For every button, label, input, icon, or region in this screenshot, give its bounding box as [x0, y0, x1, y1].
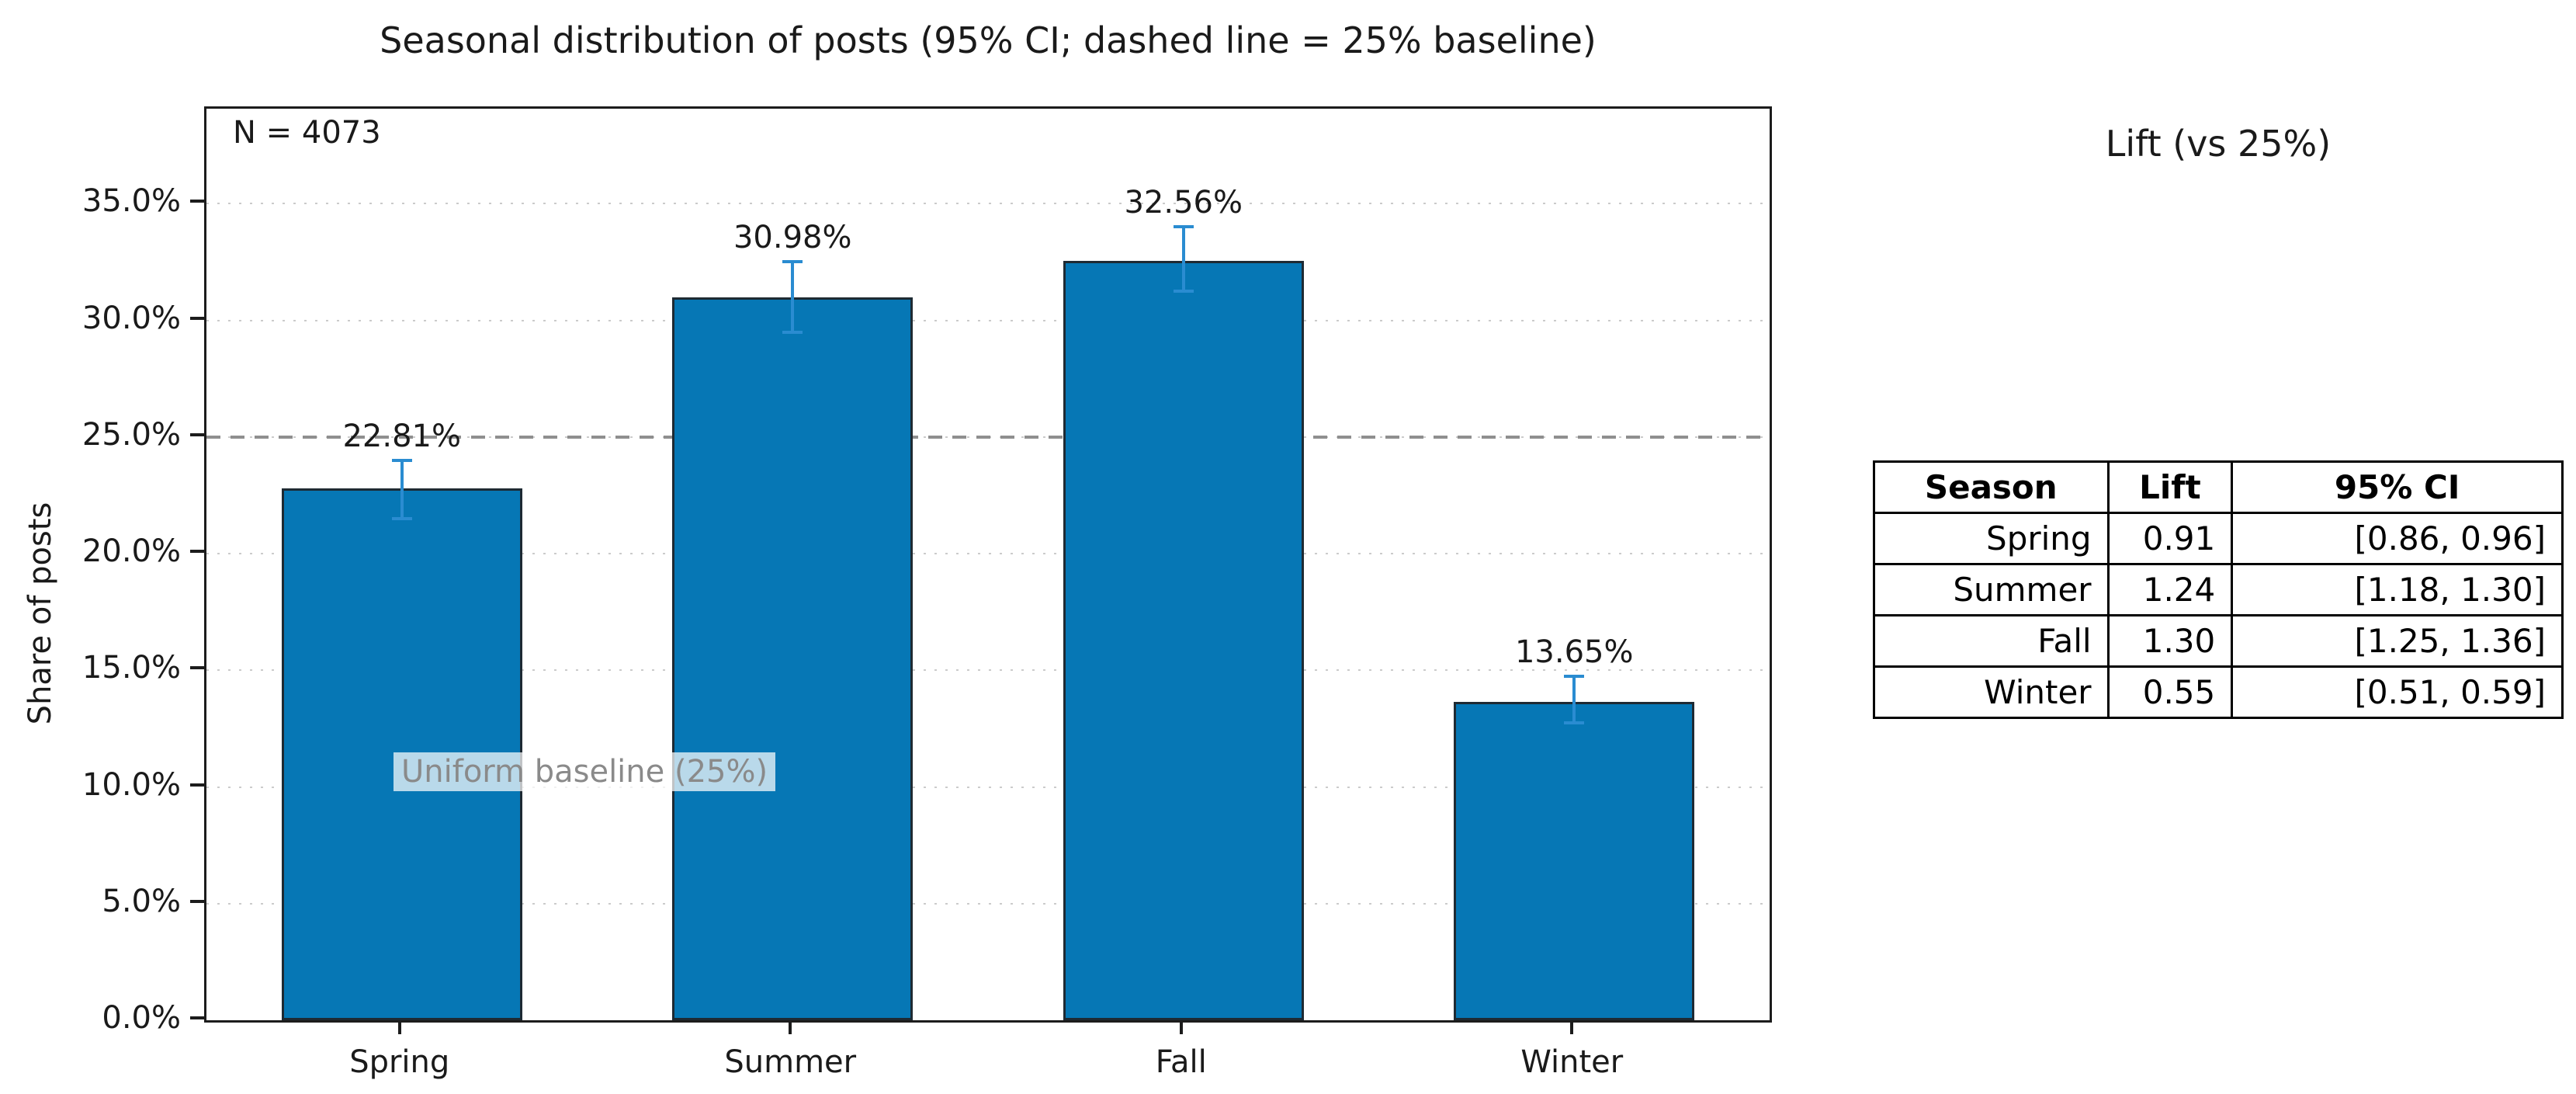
- lift-table-cell-fall-ci: [1.25, 1.36]: [2231, 614, 2564, 668]
- y-tick-label-0pct: 0.0%: [102, 1000, 181, 1036]
- y-tick-label-30pct: 30.0%: [81, 300, 181, 336]
- chart-title: Seasonal distribution of posts (95% CI; …: [380, 19, 1597, 61]
- lift-table-cell-summer-season: Summer: [1873, 563, 2110, 616]
- lift-table-row-fall: Fall 1.30 [1.25, 1.36]: [1873, 614, 2564, 668]
- x-tick-mark-fall: [1179, 1020, 1183, 1034]
- gridline-15pct: [206, 669, 1770, 672]
- error-bar-summer: [791, 262, 795, 332]
- error-bar-fall: [1181, 227, 1185, 291]
- lift-table-cell-winter-lift: 0.55: [2106, 665, 2234, 719]
- x-tick-label-winter: Winter: [1520, 1044, 1624, 1080]
- lift-table-cell-spring-lift: 0.91: [2106, 512, 2234, 565]
- x-tick-mark-summer: [789, 1020, 792, 1034]
- y-tick-mark-30pct: [190, 316, 204, 320]
- y-tick-mark-15pct: [190, 666, 204, 670]
- lift-table-cell-summer-ci: [1.18, 1.30]: [2231, 563, 2564, 616]
- bar-value-label-fall: 32.56%: [1124, 185, 1243, 221]
- error-bar-spring: [400, 460, 404, 519]
- y-tick-mark-35pct: [190, 200, 204, 203]
- lift-table-row-winter: Winter 0.55 [0.51, 0.59]: [1873, 665, 2564, 719]
- y-tick-mark-10pct: [190, 783, 204, 787]
- baseline-annotation-label: Uniform baseline (25%): [394, 752, 776, 791]
- error-cap-low-fall: [1173, 289, 1194, 293]
- error-cap-high-summer: [782, 260, 803, 264]
- lift-table: Season Lift 95% CI Spring 0.91 [0.86, 0.96] S…: [1873, 460, 2564, 719]
- plot-area: N = 4073 Uniform baseline (25%) 22.81% 30…: [204, 106, 1772, 1023]
- lift-table-cell-winter-ci: [0.51, 0.59]: [2231, 665, 2564, 719]
- x-tick-label-summer: Summer: [724, 1044, 857, 1080]
- y-tick-mark-20pct: [190, 550, 204, 554]
- bar-winter: [1454, 701, 1695, 1020]
- error-cap-low-summer: [782, 330, 803, 334]
- y-tick-label-5pct: 5.0%: [102, 883, 181, 919]
- y-tick-label-25pct: 25.0%: [81, 416, 181, 453]
- error-cap-low-spring: [391, 516, 412, 520]
- gridline-10pct: [206, 786, 1770, 788]
- lift-table-row-spring: Spring 0.91 [0.86, 0.96]: [1873, 512, 2564, 565]
- lift-table-title: Lift (vs 25%): [2105, 123, 2332, 165]
- y-tick-mark-0pct: [190, 1016, 204, 1019]
- lift-table-cell-spring-ci: [0.86, 0.96]: [2231, 512, 2564, 565]
- y-tick-mark-5pct: [190, 899, 204, 903]
- gridline-30pct: [206, 319, 1770, 321]
- error-cap-high-spring: [391, 458, 412, 462]
- bar-value-label-summer: 30.98%: [733, 220, 852, 256]
- lift-table-header-95-ci: 95% CI: [2231, 460, 2564, 514]
- error-cap-high-fall: [1173, 225, 1194, 229]
- lift-table-header-row: Season Lift 95% CI: [1873, 460, 2564, 514]
- bar-fall: [1063, 260, 1304, 1020]
- lift-table-cell-summer-lift: 1.24: [2106, 563, 2234, 616]
- lift-table-row-summer: Summer 1.24 [1.18, 1.30]: [1873, 563, 2564, 616]
- y-tick-label-35pct: 35.0%: [81, 183, 181, 220]
- gridline-5pct: [206, 902, 1770, 905]
- y-tick-label-20pct: 20.0%: [81, 533, 181, 570]
- lift-table-cell-fall-season: Fall: [1873, 614, 2110, 668]
- y-tick-mark-25pct: [190, 432, 204, 436]
- baseline-dashed-line: [206, 435, 1770, 439]
- gridline-35pct: [206, 203, 1770, 205]
- bar-summer: [672, 297, 914, 1020]
- error-cap-low-winter: [1564, 721, 1585, 724]
- x-tick-label-spring: Spring: [349, 1044, 450, 1080]
- y-tick-label-15pct: 15.0%: [81, 650, 181, 686]
- error-bar-winter: [1572, 676, 1576, 723]
- lift-table-header-season: Season: [1873, 460, 2110, 514]
- gridline-20pct: [206, 553, 1770, 555]
- bar-value-label-spring: 22.81%: [342, 418, 462, 454]
- lift-table-cell-winter-season: Winter: [1873, 665, 2110, 719]
- x-tick-label-fall: Fall: [1155, 1044, 1207, 1080]
- error-cap-high-winter: [1564, 674, 1585, 678]
- sample-size-annotation: N = 4073: [233, 115, 381, 151]
- x-tick-mark-spring: [397, 1020, 401, 1034]
- x-tick-mark-winter: [1570, 1020, 1574, 1034]
- y-tick-label-10pct: 10.0%: [81, 766, 181, 803]
- lift-table-cell-fall-lift: 1.30: [2106, 614, 2234, 668]
- lift-table-cell-spring-season: Spring: [1873, 512, 2110, 565]
- lift-table-header-lift: Lift: [2106, 460, 2234, 514]
- bar-value-label-winter: 13.65%: [1514, 634, 1634, 670]
